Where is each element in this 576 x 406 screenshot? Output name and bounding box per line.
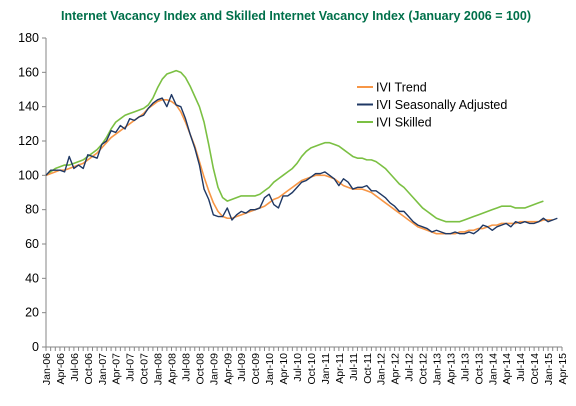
legend-label-ivi-skilled: IVI Skilled bbox=[376, 116, 432, 130]
x-tick-label: Jan-09 bbox=[208, 353, 220, 385]
y-tick-label: 40 bbox=[25, 271, 39, 285]
x-axis-ticks: Jan-06 Apr-06 Jul-06 Oct-06 Jan-07 Apr-07 Jul-… bbox=[41, 347, 569, 385]
x-tick-label: Apr-09 bbox=[222, 353, 234, 385]
x-tick-label: Apr-06 bbox=[55, 353, 67, 385]
axes bbox=[45, 38, 562, 348]
x-tick-label: Apr-08 bbox=[167, 353, 179, 385]
x-tick-label: Oct-11 bbox=[362, 353, 374, 384]
x-tick-label: Apr-12 bbox=[390, 353, 402, 385]
x-tick-label: Jul-12 bbox=[404, 353, 416, 382]
y-tick-label: 160 bbox=[18, 65, 39, 79]
x-tick-label: Jan-15 bbox=[543, 353, 555, 385]
x-tick-label: Jul-11 bbox=[348, 353, 360, 381]
x-tick-label: Jul-10 bbox=[292, 353, 304, 382]
legend: IVI Trend IVI Seasonally Adjusted IVI Skil… bbox=[357, 81, 507, 130]
x-tick-label: Oct-06 bbox=[83, 353, 95, 385]
y-tick-label: 80 bbox=[25, 203, 39, 217]
x-tick-label: Apr-13 bbox=[445, 353, 457, 385]
x-tick-label: Jan-07 bbox=[97, 353, 109, 385]
x-tick-label: Jan-08 bbox=[153, 353, 165, 385]
x-tick-label: Oct-08 bbox=[194, 353, 206, 385]
x-tick-label: Oct-12 bbox=[418, 353, 430, 385]
x-tick-label: Oct-13 bbox=[473, 353, 485, 385]
x-tick-label: Apr-14 bbox=[501, 353, 513, 385]
x-tick-label: Jul-07 bbox=[125, 353, 137, 382]
y-tick-label: 60 bbox=[25, 237, 39, 251]
x-tick-label: Oct-14 bbox=[529, 353, 541, 385]
series-line-ivi-seasonally-adjusted bbox=[45, 93, 558, 235]
x-tick-label: Apr-11 bbox=[334, 353, 346, 384]
x-tick-label: Jan-06 bbox=[41, 353, 53, 385]
x-tick-label: Jan-10 bbox=[264, 353, 276, 385]
y-axis-ticks: 0 20 40 60 80 100 120 140 160 180 bbox=[18, 31, 46, 354]
x-tick-label: Oct-09 bbox=[250, 353, 262, 385]
y-tick-label: 140 bbox=[18, 100, 39, 114]
x-tick-label: Jul-08 bbox=[180, 353, 192, 382]
x-tick-label: Jan-13 bbox=[431, 353, 443, 385]
x-tick-label: Oct-07 bbox=[139, 353, 151, 385]
legend-label-ivi-seasonally-adjusted: IVI Seasonally Adjusted bbox=[376, 98, 507, 112]
x-tick-label: Jul-06 bbox=[69, 353, 81, 382]
y-tick-label: 20 bbox=[25, 306, 39, 320]
x-tick-label: Jul-14 bbox=[515, 353, 527, 382]
x-tick-label: Apr-15 bbox=[557, 353, 569, 385]
y-tick-label: 100 bbox=[18, 168, 39, 182]
y-tick-label: 180 bbox=[18, 31, 39, 45]
x-tick-label: Apr-07 bbox=[111, 353, 123, 385]
series-line-ivi-skilled bbox=[45, 69, 544, 223]
x-tick-label: Jul-09 bbox=[236, 353, 248, 382]
legend-label-ivi-trend: IVI Trend bbox=[376, 81, 427, 95]
x-tick-label: Jan-14 bbox=[487, 353, 499, 385]
x-tick-label: Jan-12 bbox=[376, 353, 388, 385]
chart-title: Internet Vacancy Index and Skilled Inter… bbox=[61, 9, 531, 23]
y-tick-label: 0 bbox=[32, 340, 39, 354]
x-tick-label: Oct-10 bbox=[306, 353, 318, 385]
x-tick-label: Jul-13 bbox=[459, 353, 471, 382]
y-tick-label: 120 bbox=[18, 134, 39, 148]
x-tick-label: Apr-10 bbox=[278, 353, 290, 385]
series-line-ivi-trend bbox=[45, 99, 553, 235]
series-lines bbox=[45, 69, 558, 235]
x-tick-label: Jan-11 bbox=[320, 353, 332, 384]
